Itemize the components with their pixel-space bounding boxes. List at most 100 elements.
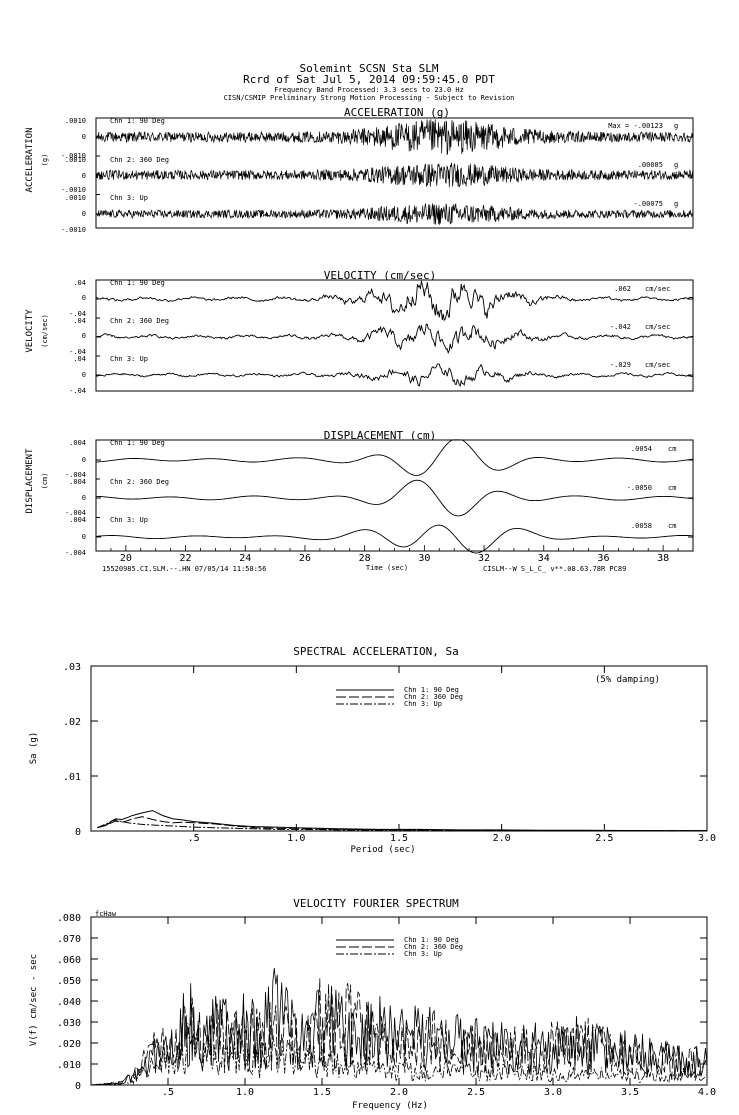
fs-xlabel: Frequency (Hz) bbox=[352, 1101, 428, 1111]
sa-ylabel: Sa (g) bbox=[29, 732, 39, 765]
fs-y-tick-label: .010 bbox=[57, 1060, 81, 1071]
vel-y-zero-2: 0 bbox=[82, 332, 86, 340]
vel-trace-3 bbox=[95, 363, 694, 387]
dis-chn2-unit: cm bbox=[668, 484, 676, 492]
vel-chn1-unit: cm/sec bbox=[645, 285, 670, 293]
sa-series-1 bbox=[97, 810, 707, 832]
displacement-yunit: (cm) bbox=[41, 473, 49, 490]
vel-trace-1 bbox=[95, 280, 694, 322]
sa-y-tick-label: .03 bbox=[63, 662, 81, 673]
acceleration-yunit: (g) bbox=[41, 154, 49, 167]
sa-x-tick-label: 1.5 bbox=[390, 833, 408, 844]
vel-chn1-peak: .062 bbox=[614, 285, 631, 293]
sa-x-tick-label: 3.0 bbox=[698, 833, 716, 844]
acc-chn2-peak: .00085 bbox=[638, 161, 663, 169]
acc-chn3-unit: g bbox=[674, 200, 678, 208]
acc-chn1-peak: Max = -.00123 bbox=[608, 122, 663, 130]
displacement-title: DISPLACEMENT (cm) bbox=[324, 429, 437, 442]
vel-chn3-label: Chn 3: Up bbox=[110, 355, 148, 363]
sa-legend-label-3: Chn 3: Up bbox=[404, 700, 442, 708]
fs-series-2 bbox=[90, 978, 708, 1086]
fs-x-tick-label: 1.0 bbox=[236, 1087, 254, 1098]
vel-y-bot-1: -.04 bbox=[69, 310, 86, 318]
fs-legend-label-3: Chn 3: Up bbox=[404, 950, 442, 958]
fs-y-tick-label: .030 bbox=[57, 1018, 81, 1029]
dis-y-top-1: .004 bbox=[69, 439, 86, 447]
vel-y-top-1: .04 bbox=[73, 279, 86, 287]
velocity-panel: VELOCITY (cm/sec) VELOCITY (cm/sec) .04 … bbox=[25, 269, 694, 395]
fs-axes: .5 1.0 1.5 2.0 2.5 3.0 3.5 4.0 0 .010 .020 .030 .040… bbox=[57, 913, 716, 1098]
sa-lines bbox=[97, 810, 708, 832]
sa-title: SPECTRAL ACCELERATION, Sa bbox=[293, 645, 459, 658]
acc-trace-3 bbox=[95, 203, 694, 225]
sa-axes: .5 1.0 1.5 2.0 2.5 3.0 0 .01 .02 .03 bbox=[63, 662, 716, 844]
velocity-traces bbox=[95, 280, 694, 387]
vel-chn2-peak: -.042 bbox=[610, 323, 631, 331]
header-disclaimer: CISN/CSMIP Preliminary Strong Motion Pro… bbox=[224, 94, 515, 102]
acceleration-panel: ACCELERATION (g) ACCELERATION (g) .0010 … bbox=[25, 106, 694, 234]
acc-chn1-unit: g bbox=[674, 122, 678, 130]
vel-y-top-2: .04 bbox=[73, 317, 86, 325]
acceleration-traces bbox=[95, 119, 694, 225]
fs-y-tick-label: .060 bbox=[57, 955, 81, 966]
sa-x-tick-label: 2.0 bbox=[493, 833, 511, 844]
sa-frame bbox=[90, 665, 708, 832]
dis-trace-2 bbox=[95, 479, 694, 517]
time-tick-label: 22 bbox=[180, 553, 192, 564]
sa-series-2 bbox=[97, 816, 708, 832]
time-axis-label: Time (sec) bbox=[366, 564, 408, 572]
footer-record-id: 15520985.CI.SLM.--.HN 07/05/14 11:58:56 bbox=[102, 565, 266, 573]
vel-y-bot-2: -.04 bbox=[69, 348, 86, 356]
dis-y-bot-2: -.004 bbox=[65, 509, 86, 517]
acc-y-top-3: .0010 bbox=[65, 194, 86, 202]
acc-chn2-label: Chn 2: 360 Deg bbox=[110, 156, 169, 164]
dis-y-zero-1: 0 bbox=[82, 456, 86, 464]
time-tick-label: 38 bbox=[657, 553, 669, 564]
velocity-yunit: (cm/sec) bbox=[41, 314, 49, 348]
fs-y-tick-label: 0 bbox=[75, 1081, 81, 1092]
vel-trace-2 bbox=[95, 323, 694, 355]
fourier-spectrum-panel: VELOCITY FOURIER SPECTRUM .5 1.0 1.5 2.0 2.5… bbox=[29, 897, 716, 1111]
fs-y-tick-label: .050 bbox=[57, 976, 81, 987]
time-axis-ticks: 20 22 24 26 28 30 32 34 36 38 bbox=[95, 545, 694, 564]
sa-legend-label-1: Chn 1: 90 Deg bbox=[404, 686, 459, 694]
dis-chn3-unit: cm bbox=[668, 522, 676, 530]
acc-chn3-peak: -.00075 bbox=[633, 200, 663, 208]
displacement-ylabel: DISPLACEMENT bbox=[25, 448, 35, 514]
vel-chn3-peak: -.029 bbox=[610, 361, 631, 369]
fs-x-tick-label: 4.0 bbox=[698, 1087, 716, 1098]
acc-y-zero-1: 0 bbox=[82, 133, 86, 141]
vel-y-zero-3: 0 bbox=[82, 371, 86, 379]
dis-y-bot-3: -.004 bbox=[65, 549, 86, 557]
velocity-title: VELOCITY (cm/sec) bbox=[324, 269, 437, 282]
time-tick-label: 20 bbox=[120, 553, 132, 564]
dis-y-bot-1: -.004 bbox=[65, 471, 86, 479]
acceleration-title: ACCELERATION (g) bbox=[344, 106, 450, 119]
sa-y-tick-label: .01 bbox=[63, 772, 81, 783]
sa-xlabel: Period (sec) bbox=[350, 845, 415, 855]
header-station: Solemint SCSN Sta SLM bbox=[299, 62, 438, 75]
vel-chn3-unit: cm/sec bbox=[645, 361, 670, 369]
fs-y-tick-label: .020 bbox=[57, 1039, 81, 1050]
vel-chn2-label: Chn 2: 360 Deg bbox=[110, 317, 169, 325]
time-tick-label: 34 bbox=[538, 553, 550, 564]
sa-x-tick-label: 1.0 bbox=[287, 833, 305, 844]
displacement-traces bbox=[95, 439, 694, 554]
dis-chn2-label: Chn 2: 360 Deg bbox=[110, 478, 169, 486]
acc-y-zero-2: 0 bbox=[82, 172, 86, 180]
fs-legend: Chn 1: 90 Deg Chn 2: 360 Deg Chn 3: Up bbox=[336, 936, 463, 958]
time-tick-label: 26 bbox=[299, 553, 311, 564]
fs-x-tick-label: 1.5 bbox=[313, 1087, 331, 1098]
sa-y-tick-label: 0 bbox=[75, 827, 81, 838]
acc-chn1-label: Chn 1: 90 Deg bbox=[110, 117, 165, 125]
dis-chn3-peak: .0058 bbox=[631, 522, 652, 530]
fs-x-tick-label: 3.0 bbox=[544, 1087, 562, 1098]
fs-x-tick-label: .5 bbox=[162, 1087, 174, 1098]
sa-series-3 bbox=[97, 819, 707, 832]
dis-y-zero-3: 0 bbox=[82, 533, 86, 541]
time-tick-label: 32 bbox=[478, 553, 490, 564]
velocity-frame bbox=[95, 279, 694, 392]
vel-y-bot-3: -.04 bbox=[69, 387, 86, 395]
fs-series-1 bbox=[90, 967, 708, 1086]
